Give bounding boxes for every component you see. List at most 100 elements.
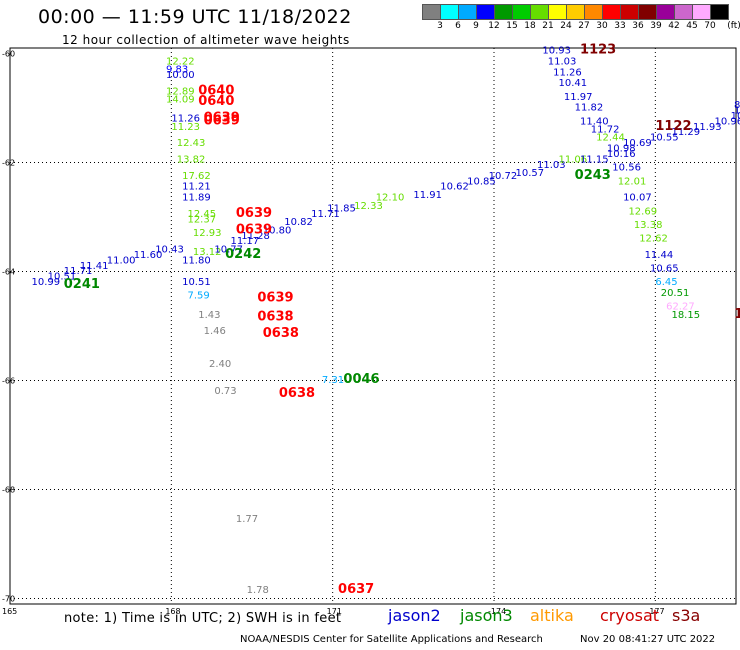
legend-swatch bbox=[692, 4, 711, 20]
wave-height-label: 11.15 bbox=[580, 154, 609, 165]
legend-label: 30 bbox=[596, 21, 608, 31]
legend-swatch bbox=[584, 4, 603, 20]
pass-time-label: 0639 bbox=[236, 206, 272, 221]
wave-height-label: 11.23 bbox=[171, 122, 200, 133]
wave-height-label: 12.01 bbox=[618, 176, 647, 187]
wave-height-label: 1.43 bbox=[198, 310, 220, 321]
wave-height-label: 11.06 bbox=[559, 154, 588, 165]
y-tick-label: -60 bbox=[2, 49, 15, 58]
y-tick-label: -66 bbox=[2, 377, 15, 386]
wave-height-label: 10.75 bbox=[734, 105, 740, 116]
legend-label: 9 bbox=[473, 21, 479, 31]
wave-height-label: 10.65 bbox=[650, 263, 679, 274]
wave-height-label: 7.31 bbox=[322, 375, 344, 386]
satellite-jason2: jason2 bbox=[388, 606, 441, 625]
wave-height-label: 11.17 bbox=[230, 236, 259, 247]
wave-height-label: 12.33 bbox=[354, 201, 383, 212]
legend-label: 15 bbox=[506, 21, 518, 31]
pass-time-label: 0638 bbox=[279, 386, 315, 401]
wave-height-label: 11.89 bbox=[182, 193, 211, 204]
wave-height-label: 12.44 bbox=[596, 133, 625, 144]
legend-label: 36 bbox=[632, 21, 644, 31]
legend-swatch bbox=[656, 4, 675, 20]
wave-height-label: 12.45 bbox=[187, 209, 216, 220]
x-tick-label: -174 bbox=[488, 607, 506, 616]
wave-height-label: 10.93 bbox=[542, 45, 571, 56]
legend-label: 24 bbox=[560, 21, 572, 31]
wave-height-label: 11.26 bbox=[553, 67, 582, 78]
satellite-s3a: s3a bbox=[672, 606, 701, 625]
wave-height-label: 11.71 bbox=[64, 266, 93, 277]
wave-height-label: 7.59 bbox=[187, 291, 209, 302]
legend-label: 3 bbox=[437, 21, 443, 31]
x-tick-label: 171 bbox=[327, 607, 342, 616]
wave-height-label: 10.56 bbox=[612, 163, 641, 174]
wave-height-label: 14.09 bbox=[166, 95, 195, 106]
wave-height-label: 11.00 bbox=[107, 255, 136, 266]
wave-height-label: 11.44 bbox=[645, 250, 674, 261]
wave-height-label: 10.51 bbox=[48, 272, 77, 283]
legend-label: 21 bbox=[542, 21, 554, 31]
y-tick-label: -70 bbox=[2, 595, 15, 604]
wave-height-label: 13.38 bbox=[634, 220, 663, 231]
legend-label: 39 bbox=[650, 21, 662, 31]
footer-timestamp: Nov 20 08:41:27 UTC 2022 bbox=[580, 634, 716, 645]
wave-height-label: 2.40 bbox=[209, 359, 231, 370]
x-tick-label: 177 bbox=[649, 607, 664, 616]
wave-height-label: 10.82 bbox=[284, 217, 313, 228]
pass-time-label: 1 bbox=[734, 307, 740, 322]
wave-height-label: 10.00 bbox=[166, 70, 195, 81]
wave-height-label: 12.93 bbox=[193, 228, 222, 239]
wave-height-label: 11.29 bbox=[671, 127, 700, 138]
wave-height-label: 10.16 bbox=[607, 149, 636, 160]
legend-swatch bbox=[494, 4, 513, 20]
wave-height-label: 10.55 bbox=[650, 133, 679, 144]
wave-height-label: 11.28 bbox=[241, 231, 270, 242]
x-tick-label: 165 bbox=[2, 607, 17, 616]
wave-height-label: 10.69 bbox=[623, 138, 652, 149]
data-marks: 12.229.8310.0012.8914.0911.2611.2312.431… bbox=[32, 42, 740, 597]
legend-unit: (ft) bbox=[727, 21, 740, 31]
legend-swatch bbox=[530, 4, 549, 20]
satellite-cryosat: cryosat bbox=[600, 606, 660, 625]
legend-swatch bbox=[620, 4, 639, 20]
wave-height-label: 11.91 bbox=[413, 190, 442, 201]
pass-time-label: 0640 bbox=[198, 94, 234, 109]
pass-time-label: 0637 bbox=[338, 582, 374, 597]
wave-height-label: 8.7 bbox=[734, 100, 740, 111]
wave-height-label: 11.03 bbox=[548, 56, 577, 67]
legend-label: 70 bbox=[704, 21, 716, 31]
wave-height-label: 13.82 bbox=[177, 154, 206, 165]
wave-height-label: 20.51 bbox=[661, 288, 690, 299]
legend-swatch bbox=[548, 4, 567, 20]
legend-swatch bbox=[566, 4, 585, 20]
pass-time-label: 0638 bbox=[257, 310, 293, 325]
wave-height-label: 9.83 bbox=[166, 65, 188, 76]
legend-label: 45 bbox=[686, 21, 698, 31]
x-tick-label: 168 bbox=[165, 607, 180, 616]
wave-height-label: 6.45 bbox=[655, 277, 677, 288]
wave-height-label: 10.99 bbox=[32, 277, 61, 288]
satellite-jason3: jason3 bbox=[460, 606, 513, 625]
wave-height-label: 10.57 bbox=[516, 168, 545, 179]
y-tick-label: -64 bbox=[2, 267, 15, 276]
wave-height-label: 1.46 bbox=[204, 326, 226, 337]
y-tick-label: -62 bbox=[2, 158, 15, 167]
wave-height-label: 18.15 bbox=[671, 310, 700, 321]
wave-height-label: 12.22 bbox=[166, 56, 195, 67]
plot-frame bbox=[9, 47, 737, 605]
wave-height-label: 12.62 bbox=[639, 234, 668, 245]
wave-height-label: 11.97 bbox=[564, 92, 593, 103]
wave-height-label: 10.96 bbox=[714, 116, 740, 127]
legend-swatch bbox=[512, 4, 531, 20]
wave-height-label: 12.43 bbox=[177, 138, 206, 149]
wave-height-label: 1.78 bbox=[247, 585, 269, 596]
wave-height-label: 11.93 bbox=[693, 122, 722, 133]
wave-height-label: 0.73 bbox=[214, 386, 236, 397]
chart-title: 00:00 — 11:59 UTC 11/18/2022 bbox=[38, 6, 352, 28]
pass-time-label: 1122 bbox=[655, 119, 691, 134]
wave-height-label: 1.77 bbox=[236, 514, 258, 525]
wave-height-label: 11.41 bbox=[80, 261, 109, 272]
wave-height-label: 11.82 bbox=[575, 103, 604, 114]
pass-time-label: 1123 bbox=[580, 42, 616, 57]
